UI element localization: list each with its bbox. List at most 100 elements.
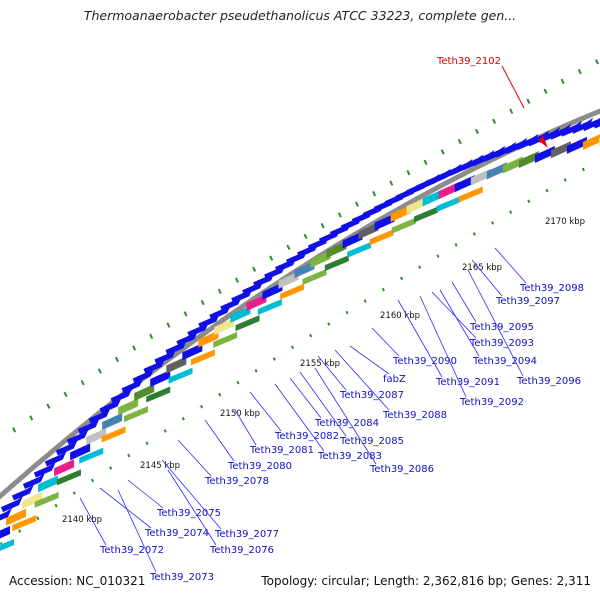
leader-line (494, 247, 527, 284)
cog-category-block (246, 294, 267, 312)
gene-label: Teth39_2080 (227, 461, 292, 472)
gene-label: Teth39_2098 (519, 283, 584, 294)
feature-block (101, 426, 126, 443)
gene-arrow (560, 120, 583, 137)
cog-category-block (0, 526, 10, 539)
gc-mark (254, 369, 258, 373)
gc-mark (36, 516, 40, 521)
gene-label: Teth39_2077 (214, 529, 279, 540)
cog-category-block (134, 383, 155, 401)
cog-category-block (6, 508, 27, 526)
gene-arrow (11, 484, 34, 501)
gc-mark (63, 391, 68, 398)
cog-category-block (262, 282, 283, 300)
gene-label: Teth39_2090 (392, 356, 457, 367)
gc-mark (492, 118, 497, 124)
feature-block (347, 241, 372, 258)
cog-category-block (230, 305, 251, 323)
gc-mark (440, 149, 445, 155)
gene-labels: Teth39_2072Teth39_2073Teth39_2074Teth39_… (79, 247, 584, 583)
cog-category-block (70, 443, 91, 461)
gc-mark (236, 380, 240, 385)
gc-mark (145, 441, 149, 446)
gene-label: Teth39_2085 (339, 436, 404, 447)
gc-mark (309, 333, 313, 338)
gc-mark (72, 491, 76, 495)
gc-mark (472, 232, 476, 236)
gc-mark (269, 255, 274, 261)
leader-line (204, 419, 235, 462)
gc-mark (217, 288, 222, 295)
gc-mark (109, 466, 113, 470)
leader-line (439, 289, 480, 357)
gene-arrow (77, 418, 100, 435)
gc-mark (509, 210, 513, 214)
feature-block (168, 367, 193, 384)
gc-mark (290, 345, 294, 350)
leader-line (161, 459, 222, 530)
gc-mark (454, 243, 458, 247)
kbp-tick-label: 2160 kbp (380, 311, 420, 321)
feature-block (257, 299, 282, 315)
leader-line (451, 281, 477, 323)
cog-category-block (518, 151, 539, 169)
gc-mark (80, 379, 85, 386)
feature-tracks (0, 117, 600, 551)
gene-arrow (44, 450, 67, 467)
leader-line (467, 269, 524, 377)
leader-line (249, 391, 282, 432)
gc-mark (181, 417, 185, 421)
gc-mark (543, 88, 548, 94)
gc-mark (218, 392, 222, 397)
red-pointer-icon (538, 136, 548, 148)
feature-block (56, 469, 81, 486)
gc-mark (132, 345, 137, 351)
gene-arrow (0, 508, 12, 521)
cog-category-block (342, 231, 363, 249)
cog-category-block (198, 330, 219, 348)
gene-label: Teth39_2073 (149, 572, 214, 583)
cog-category-block (86, 428, 107, 446)
gene-arrow (516, 133, 539, 150)
gc-mark (303, 233, 308, 240)
cog-category-block (22, 491, 43, 509)
feature-block (391, 217, 416, 234)
leader-line (127, 479, 164, 509)
gc-mark (526, 98, 531, 104)
gc-mark (389, 180, 394, 186)
gc-mark (29, 415, 34, 421)
gc-mark (372, 190, 377, 197)
kbp-tick-label: 2155 kbp (300, 359, 340, 369)
gc-mark (577, 68, 582, 75)
gc-mark (200, 299, 205, 306)
gc-mark (355, 201, 359, 207)
gene-label: Teth39_2084 (314, 418, 379, 429)
feature-block (369, 229, 394, 246)
gene-label: Teth39_2097 (495, 296, 560, 307)
gc-mark (252, 266, 257, 272)
cog-category-block (486, 162, 507, 180)
kbp-tick-label: 2140 kbp (62, 515, 102, 525)
gc-mark (286, 244, 291, 250)
feature-block (79, 447, 104, 464)
gc-mark (12, 427, 17, 433)
leader-line (289, 377, 322, 419)
feature-block (302, 269, 327, 285)
accession-text: Accession: NC_010321 (9, 574, 146, 588)
gc-mark (527, 199, 531, 204)
gc-mark (18, 529, 22, 533)
gene-label: Teth39_2075 (156, 508, 221, 519)
gc-mark (381, 287, 385, 292)
cog-category-block (422, 189, 443, 207)
cog-category-block (566, 136, 587, 154)
highlighted-gene-marker[interactable]: Teth39_2102 (436, 56, 548, 148)
leader-line (334, 349, 390, 411)
gc-mark (327, 322, 331, 326)
gc-mark (235, 277, 239, 283)
cog-category-block (390, 205, 411, 223)
cog-category-block (358, 222, 379, 240)
gc-mark (509, 108, 514, 114)
gc-mark (166, 322, 171, 328)
feature-block (458, 186, 483, 203)
